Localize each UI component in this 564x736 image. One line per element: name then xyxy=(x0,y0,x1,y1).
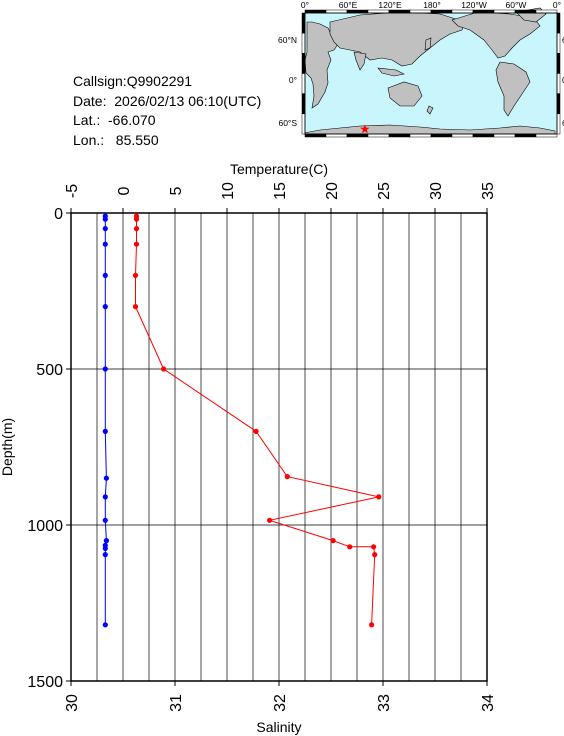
temperature-tick-label: 30 xyxy=(428,182,445,200)
temperature-data-point xyxy=(347,544,353,550)
map-land-india xyxy=(353,51,367,71)
salinity-data-point xyxy=(102,241,108,247)
map-land-australia xyxy=(387,81,423,107)
float-location-star-icon xyxy=(360,124,370,134)
map-land-indonesia xyxy=(377,67,405,77)
salinity-data-point xyxy=(102,552,108,558)
temperature-data-point xyxy=(133,216,140,222)
x-axis-title-bottom: Salinity xyxy=(256,719,301,735)
temperature-data-point xyxy=(369,622,375,628)
map-longitude-label: 60°W xyxy=(506,0,527,10)
x-axis-title-top: Temperature(C) xyxy=(230,161,328,177)
temperature-data-point xyxy=(132,304,139,310)
map-land-new-zealand xyxy=(426,105,434,115)
temperature-tick-label: 35 xyxy=(480,182,497,200)
map-land-south-america xyxy=(495,61,531,117)
salinity-tick-label: 33 xyxy=(376,694,393,712)
map-land-eurasia xyxy=(329,11,466,67)
salinity-data-point xyxy=(103,538,109,544)
temperature-tick-label: 20 xyxy=(324,182,341,200)
temperature-data-point xyxy=(161,366,167,372)
temperature-data-point xyxy=(371,544,377,550)
temperature-profile-line xyxy=(135,216,379,625)
salinity-tick-label: 34 xyxy=(480,694,497,712)
map-latitude-label-right: 60°N xyxy=(562,35,564,45)
temperature-tick-label: 10 xyxy=(220,182,237,200)
temperature-data-point xyxy=(372,552,378,558)
map-longitude-label: 120°W xyxy=(461,0,487,10)
map-latitude-label-right: 60°S xyxy=(562,118,564,128)
map-longitude-label: 60°E xyxy=(339,0,358,10)
temperature-data-point xyxy=(330,538,336,544)
salinity-data-point xyxy=(102,216,108,222)
map-land-north-america xyxy=(451,11,541,59)
map-longitude-label: 0° xyxy=(301,0,309,10)
depth-tick-label: 500 xyxy=(36,362,63,379)
temperature-data-point xyxy=(253,428,259,434)
temperature-tick-label: 0 xyxy=(116,186,133,195)
depth-tick-label: 1500 xyxy=(27,674,63,691)
temperature-data-point xyxy=(133,241,140,247)
temperature-data-point xyxy=(284,474,290,480)
longitude-text: Lon.: 85.550 xyxy=(73,131,159,148)
temperature-tick-label: -5 xyxy=(64,184,81,198)
temperature-data-point xyxy=(376,494,382,500)
latitude-text: Lat.: -66.070 xyxy=(73,112,156,128)
salinity-data-point xyxy=(102,272,108,278)
y-axis-title: Depth(m) xyxy=(0,418,15,476)
map-longitude-label: 120°E xyxy=(378,0,402,10)
salinity-data-point xyxy=(102,226,108,232)
callsign-text: Callsign:Q9902291 xyxy=(73,73,193,89)
map-frame xyxy=(304,12,558,135)
map-latitude-label-left: 60°S xyxy=(278,118,297,128)
temperature-data-point xyxy=(133,226,140,232)
salinity-data-point xyxy=(102,366,108,372)
float-info: Callsign:Q9902291 Date: 2026/02/13 06:10… xyxy=(73,72,261,150)
date-text: Date: 2026/02/13 06:10(UTC) xyxy=(73,92,262,109)
map-latitude-label-left: 60°N xyxy=(278,35,297,45)
depth-tick-label: 1000 xyxy=(27,518,63,535)
temperature-data-point xyxy=(132,272,139,278)
depth-tick-label: 0 xyxy=(54,206,63,223)
temperature-tick-label: 5 xyxy=(168,186,185,195)
salinity-data-point xyxy=(102,428,108,434)
temperature-data-point xyxy=(267,517,273,523)
salinity-data-point xyxy=(102,517,108,523)
map-land-japan xyxy=(424,37,432,51)
temperature-tick-label: 25 xyxy=(376,182,393,200)
map-land-africa xyxy=(304,21,339,109)
map-longitude-label: 180° xyxy=(423,0,441,10)
salinity-data-point xyxy=(103,475,109,481)
salinity-data-point xyxy=(102,622,108,628)
salinity-data-point xyxy=(102,545,108,552)
chart-grid xyxy=(70,212,488,682)
salinity-data-point xyxy=(102,494,108,500)
salinity-tick-label: 31 xyxy=(168,694,185,712)
salinity-tick-label: 32 xyxy=(272,694,289,712)
map-latitude-label-right: 0° xyxy=(562,75,564,85)
temperature-tick-label: 15 xyxy=(272,182,289,200)
salinity-data-point xyxy=(102,304,108,310)
map-longitude-label: 0° xyxy=(553,0,561,10)
map-latitude-label-left: 0° xyxy=(289,75,297,85)
salinity-tick-label: 30 xyxy=(64,694,81,712)
